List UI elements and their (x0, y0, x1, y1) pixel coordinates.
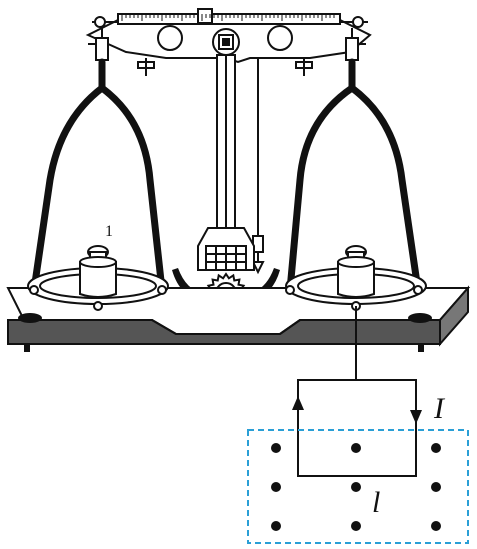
magnetic-field-region (247, 429, 469, 544)
length-label: l (372, 486, 380, 519)
field-dot (271, 482, 281, 492)
weight-right (337, 245, 375, 298)
field-dot (431, 521, 441, 531)
current-loop (297, 306, 417, 477)
field-dot (431, 482, 441, 492)
center-housing (197, 227, 255, 271)
beam-holes (157, 25, 293, 56)
weight-left (79, 245, 117, 298)
beam-screw-right (295, 16, 368, 76)
field-dots (271, 443, 441, 531)
current-label: I (433, 392, 446, 425)
field-dot (351, 521, 361, 531)
field-dot (271, 443, 281, 453)
field-dot (431, 443, 441, 453)
current-arrow-up-icon (292, 396, 304, 410)
field-dot (271, 521, 281, 531)
pan-number-label: 1 (105, 223, 113, 240)
field-dot (351, 443, 361, 453)
pan-hanger-right (286, 58, 422, 294)
field-dot (351, 482, 361, 492)
center-column (216, 54, 259, 238)
current-arrow-down-icon (410, 410, 422, 424)
pointer-bob (251, 235, 265, 275)
beam-scale-ticks (121, 14, 335, 21)
pan-hanger-left (30, 58, 166, 294)
beam-screw-left (92, 16, 155, 76)
leveling-feet (18, 313, 432, 352)
